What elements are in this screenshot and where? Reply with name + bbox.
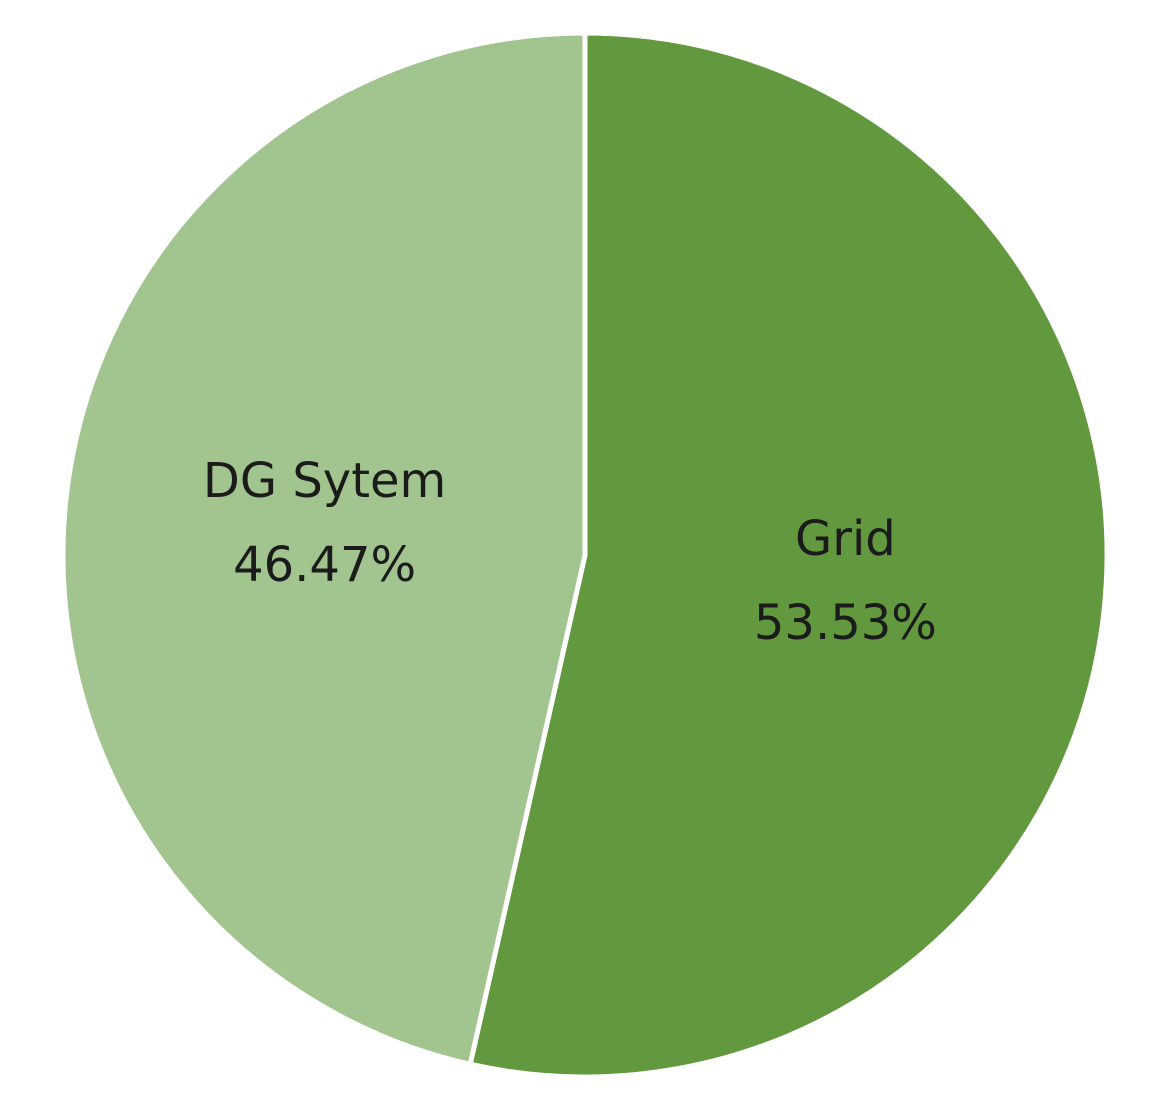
pie-slice [60, 30, 588, 1067]
pie-slice [467, 30, 1110, 1080]
slice-category-label: Grid [795, 511, 896, 567]
slice-value-label: 53.53% [754, 595, 937, 651]
slice-category-label: DG Sytem [203, 453, 446, 509]
slice-value-label: 46.47% [233, 537, 416, 593]
